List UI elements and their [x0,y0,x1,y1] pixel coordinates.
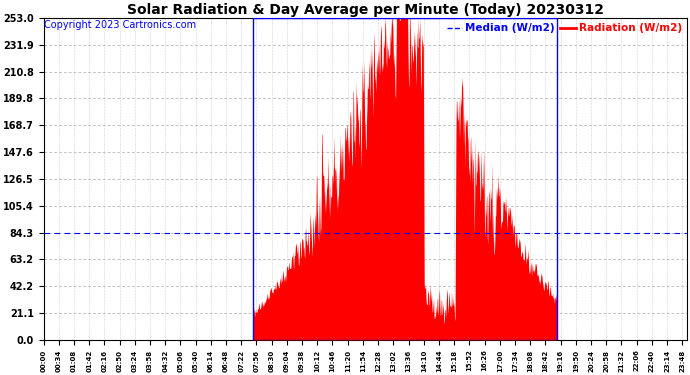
Title: Solar Radiation & Day Average per Minute (Today) 20230312: Solar Radiation & Day Average per Minute… [127,3,604,17]
Bar [253,18,557,340]
Legend: Median (W/m2), Radiation (W/m2): Median (W/m2), Radiation (W/m2) [446,23,682,33]
Text: Copyright 2023 Cartronics.com: Copyright 2023 Cartronics.com [44,20,196,30]
